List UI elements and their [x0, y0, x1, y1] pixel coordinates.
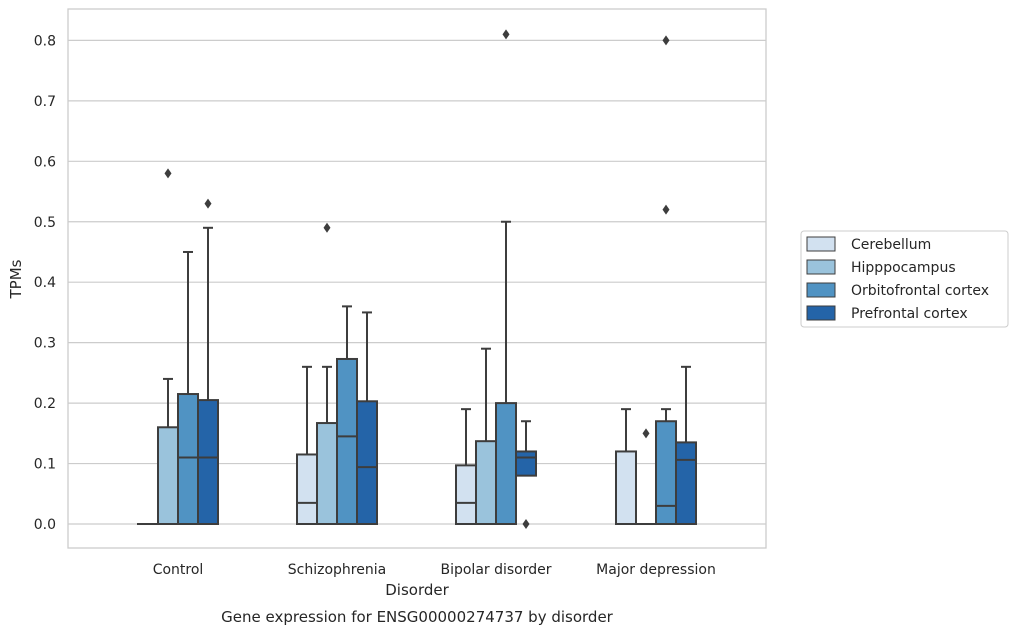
legend-frame: [800, 230, 1009, 328]
legend-label: Orbitofrontal cortex: [851, 283, 989, 299]
box-body: [356, 400, 378, 525]
y-tick-label: 0.7: [34, 94, 56, 110]
x-tick-labels: Control Schizophrenia Bipolar disorder Majo…: [153, 562, 716, 578]
box-hipppocampus: [475, 347, 497, 525]
outlier-point: [204, 198, 212, 209]
x-tick-label: Major depression: [596, 562, 716, 578]
box-body: [316, 422, 338, 525]
legend: Cerebellum Hipppocampus Orbitofrontal cort…: [800, 230, 1009, 328]
box-body: [655, 420, 677, 525]
y-tick-labels: 0.0 0.1 0.2 0.3 0.4 0.5 0.6 0.7 0.8: [34, 33, 56, 533]
box-body: [177, 393, 199, 525]
box-hipppocampus: [157, 377, 179, 525]
x-axis-label: Disorder: [385, 581, 449, 599]
plot-frame: [67, 8, 767, 549]
y-tick-label: 0.8: [34, 33, 56, 49]
box-body: [515, 450, 537, 477]
box-orbitofrontal-cortex: [177, 250, 199, 525]
y-tick-label: 0.1: [34, 457, 56, 473]
box-prefrontal-cortex: [675, 365, 697, 525]
outlier-point: [662, 35, 670, 46]
figure-caption: Gene expression for ENSG00000274737 by d…: [221, 608, 614, 626]
y-axis-label: TPMs: [7, 259, 25, 299]
x-tick-label: Bipolar disorder: [440, 562, 551, 578]
box-body: [336, 357, 358, 525]
legend-swatch: [806, 236, 836, 252]
box-body: [296, 453, 318, 526]
box-cerebellum: [615, 408, 637, 525]
x-tick-label: Control: [153, 562, 204, 578]
y-tick-label: 0.3: [34, 336, 56, 352]
box-cerebellum: [455, 408, 477, 525]
legend-label: Hipppocampus: [851, 260, 956, 276]
legend-swatch: [806, 282, 836, 298]
box-body: [197, 399, 219, 526]
box-groups: [137, 220, 697, 526]
legend-label: Cerebellum: [851, 237, 931, 253]
box-body: [495, 402, 517, 526]
box-orbitofrontal-cortex: [336, 305, 358, 525]
box-body: [475, 440, 497, 525]
x-tick-label: Schizophrenia: [288, 562, 386, 578]
outlier-point: [522, 519, 530, 529]
box-body: [615, 450, 637, 525]
box-body: [455, 464, 477, 525]
y-tick-label: 0.0: [34, 517, 56, 533]
box-cerebellum: [296, 365, 318, 526]
box-body: [157, 426, 179, 525]
box-prefrontal-cortex: [515, 420, 537, 477]
box-body: [675, 441, 697, 525]
outlier-point: [642, 428, 650, 439]
y-tick-label: 0.4: [34, 275, 56, 291]
box-orbitofrontal-cortex: [655, 408, 677, 525]
legend-swatch: [806, 305, 836, 321]
outlier-points: [164, 29, 670, 529]
y-tick-label: 0.6: [34, 154, 56, 170]
box-hipppocampus: [316, 365, 338, 525]
y-tick-label: 0.5: [34, 215, 56, 231]
box-prefrontal-cortex: [197, 226, 219, 526]
outlier-point: [164, 168, 172, 179]
outlier-point: [662, 204, 670, 215]
y-tick-label: 0.2: [34, 396, 56, 412]
box-orbitofrontal-cortex: [495, 220, 517, 526]
outlier-point: [323, 222, 331, 233]
legend-swatch: [806, 259, 836, 275]
outlier-point: [502, 29, 510, 40]
box-prefrontal-cortex: [356, 311, 378, 525]
legend-label: Prefrontal cortex: [851, 306, 968, 322]
